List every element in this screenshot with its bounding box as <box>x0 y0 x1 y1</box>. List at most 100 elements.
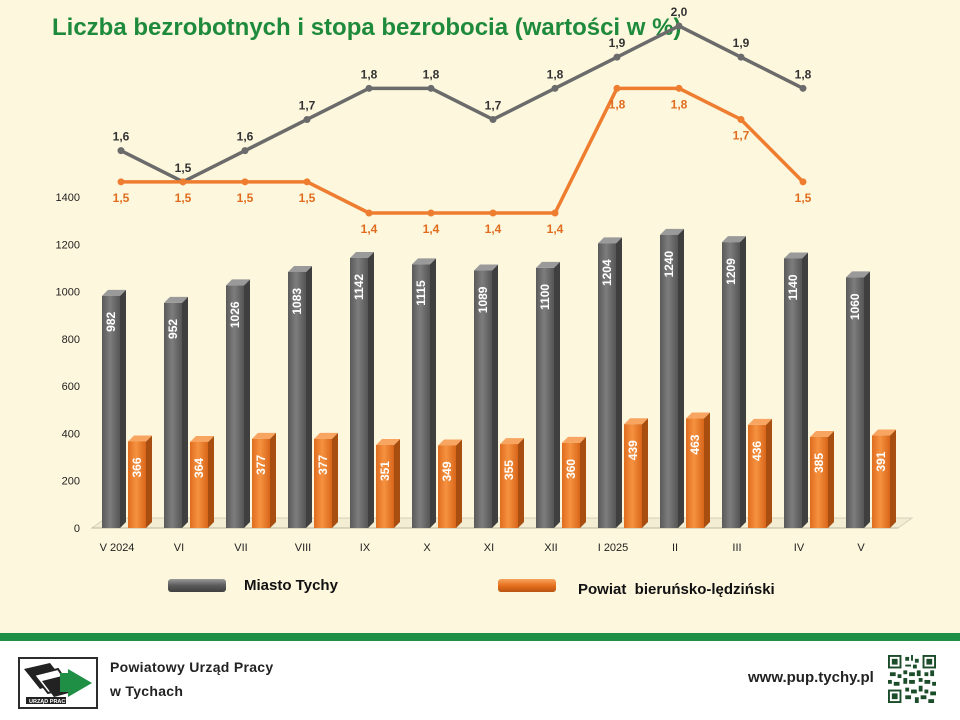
rate-line-powiat <box>121 86 805 215</box>
bar-powiat-side <box>828 430 834 528</box>
bar-tychy <box>598 243 616 528</box>
bar-powiat-side <box>642 418 648 528</box>
bar-tychy-top <box>660 228 684 235</box>
bar-tychy-label: 1209 <box>724 258 738 285</box>
bar-tychy <box>536 267 554 528</box>
bar-powiat-top <box>748 418 772 425</box>
bar-powiat-top <box>128 435 152 442</box>
rate-line-tychy-label: 1,9 <box>733 36 750 50</box>
bar-powiat-label: 377 <box>254 455 268 475</box>
bar-tychy-label: 1026 <box>228 301 242 328</box>
bar-powiat-side <box>766 418 772 528</box>
bar-powiat-label: 360 <box>564 459 578 479</box>
website-url[interactable]: www.pup.tychy.pl <box>748 669 874 686</box>
y-tick-label: 0 <box>74 523 80 535</box>
rate-line-tychy-label: 1,9 <box>609 36 626 50</box>
bar-powiat-side <box>890 429 896 528</box>
bar-tychy-top <box>474 264 498 271</box>
x-tick-label: VIII <box>295 542 312 554</box>
x-tick-label: IX <box>360 542 371 554</box>
rate-line-tychy-label: 2,0 <box>671 5 688 19</box>
bar-powiat <box>872 435 890 528</box>
bar-tychy-side <box>492 264 498 528</box>
y-tick-label: 600 <box>62 381 80 393</box>
rate-line-tychy-label: 1,5 <box>175 161 192 175</box>
legend-label-powiat: Powiat bieruńsko-lędziński <box>578 581 775 598</box>
rate-line-tychy-point <box>799 84 807 92</box>
bar-tychy-top <box>350 251 374 258</box>
rate-line-powiat-point <box>551 209 559 217</box>
bar-powiat <box>500 444 518 528</box>
rate-line-tychy-label: 1,8 <box>795 67 812 81</box>
rate-line-tychy-point <box>551 84 559 92</box>
bar-powiat <box>686 418 704 528</box>
rate-line-powiat-label: 1,4 <box>547 222 564 236</box>
bar-tychy-top <box>722 236 746 243</box>
legend-swatch-tychy <box>168 579 226 592</box>
bar-powiat <box>252 438 270 528</box>
bar-tychy-side <box>368 251 374 528</box>
x-tick-label: II <box>672 542 678 554</box>
bar-tychy <box>288 271 306 528</box>
rate-line-tychy-point <box>365 84 373 92</box>
logo: URZĄD PRACY <box>18 657 98 709</box>
x-tick-label: V 2024 <box>100 542 135 554</box>
qr-code-icon[interactable] <box>888 655 936 703</box>
bar-powiat-label: 349 <box>440 461 454 481</box>
rate-line-tychy-point <box>117 147 125 155</box>
bar-tychy-side <box>182 296 188 528</box>
rate-line-tychy-label: 1,8 <box>361 67 378 81</box>
bar-tychy <box>412 264 430 528</box>
bar-tychy-label: 1140 <box>786 274 800 300</box>
x-tick-label: III <box>732 542 741 554</box>
bar-powiat <box>748 424 766 528</box>
bar-powiat-side <box>270 432 276 528</box>
rate-line-powiat-label: 1,5 <box>795 191 812 205</box>
bar-tychy-top <box>288 265 312 272</box>
rate-line-powiat-point <box>799 178 807 186</box>
bar-powiat-label: 436 <box>750 441 764 461</box>
bar-tychy-label: 1100 <box>538 284 552 310</box>
bar-powiat <box>314 438 332 528</box>
bar-powiat-top <box>314 432 338 439</box>
bar-tychy <box>660 234 678 529</box>
rate-line-tychy-label: 1,8 <box>547 67 564 81</box>
bar-tychy-label: 1060 <box>848 293 862 320</box>
rate-line-tychy-point <box>489 115 497 123</box>
bar-powiat <box>128 441 146 528</box>
rate-line-powiat-point <box>427 209 435 217</box>
org-name: Powiatowy Urząd Pracy w Tychach <box>110 655 273 703</box>
rate-line-tychy-point <box>613 53 621 61</box>
bar-tychy <box>102 295 120 528</box>
bar-powiat-top <box>252 432 276 439</box>
bar-tychy-side <box>616 237 622 528</box>
bar-powiat-label: 377 <box>316 455 330 475</box>
bar-powiat-top <box>562 436 586 443</box>
rate-line-powiat-label: 1,5 <box>299 191 316 205</box>
bar-tychy <box>164 302 182 528</box>
footer-band <box>0 633 960 641</box>
rate-line-powiat-point <box>489 209 497 217</box>
x-tick-label: VI <box>174 542 184 554</box>
bar-powiat-side <box>456 439 462 528</box>
rate-line-powiat-label: 1,4 <box>485 222 502 236</box>
x-tick-label: V <box>857 542 865 554</box>
rate-line-tychy-point <box>303 115 311 123</box>
legend: Miasto Tychy Powiat bieruńsko-lędziński <box>168 577 775 598</box>
rate-line-tychy-point <box>737 53 745 61</box>
y-tick-label: 800 <box>62 334 80 346</box>
x-tick-label: VII <box>234 542 247 554</box>
bar-powiat <box>624 424 642 528</box>
rate-line-powiat-label: 1,7 <box>733 128 750 142</box>
rate-line-powiat-point <box>241 178 249 186</box>
bar-powiat-label: 439 <box>626 440 640 460</box>
bar-powiat <box>376 445 394 528</box>
rate-line-powiat-label: 1,5 <box>237 191 254 205</box>
bar-powiat <box>810 436 828 528</box>
y-tick-label: 1200 <box>56 239 80 251</box>
x-tick-label: XII <box>544 542 557 554</box>
bar-powiat-label: 364 <box>192 458 206 478</box>
org-name-line1: Powiatowy Urząd Pracy <box>110 659 274 675</box>
bar-tychy <box>474 270 492 528</box>
bar-tychy-label: 1142 <box>352 274 366 300</box>
